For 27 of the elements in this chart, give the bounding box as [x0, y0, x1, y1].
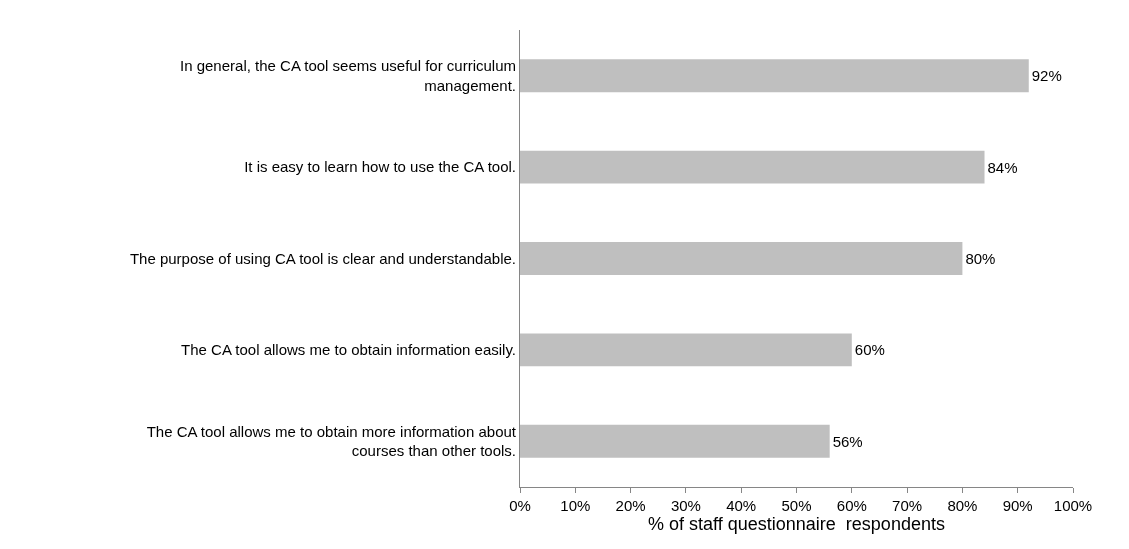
- x-tick-label: 90%: [1002, 497, 1033, 514]
- x-tick-label: 60%: [836, 497, 867, 514]
- x-tick-label: 20%: [615, 497, 646, 514]
- x-tick-label: 70%: [892, 497, 923, 514]
- x-tick-label: 80%: [947, 497, 978, 514]
- y-tick-label: The CA tool allows me to obtain more information about courses than other tools.: [146, 422, 517, 460]
- x-axis-title: % of staff questionnaire respondents: [648, 514, 945, 534]
- bar: [520, 424, 830, 458]
- y-tick-label: The purpose of using CA tool is clear and understandable.: [129, 249, 516, 267]
- bar: [520, 150, 985, 184]
- y-tick-label: The CA tool allows me to obtain information easily.: [181, 341, 516, 359]
- bar: [520, 59, 1029, 93]
- y-tick-label: It is easy to learn how to use the CA tool.: [244, 158, 516, 176]
- data-label: 84%: [987, 158, 1018, 176]
- data-label: 56%: [832, 432, 863, 450]
- x-tick-label: 40%: [726, 497, 757, 514]
- y-tick-label: In general, the CA tool seems useful for curriculum management.: [180, 57, 516, 94]
- data-label: 60%: [854, 341, 885, 359]
- x-tick-label: 50%: [781, 497, 812, 514]
- bar: [520, 242, 963, 275]
- data-label: 92%: [1031, 67, 1062, 85]
- x-tick-label: 0%: [509, 497, 531, 514]
- data-label: 80%: [965, 250, 996, 267]
- bar: [520, 333, 852, 367]
- x-tick-label: 30%: [670, 497, 701, 514]
- x-tick-label: 10%: [560, 497, 591, 514]
- x-tick-label: 100%: [1053, 497, 1093, 514]
